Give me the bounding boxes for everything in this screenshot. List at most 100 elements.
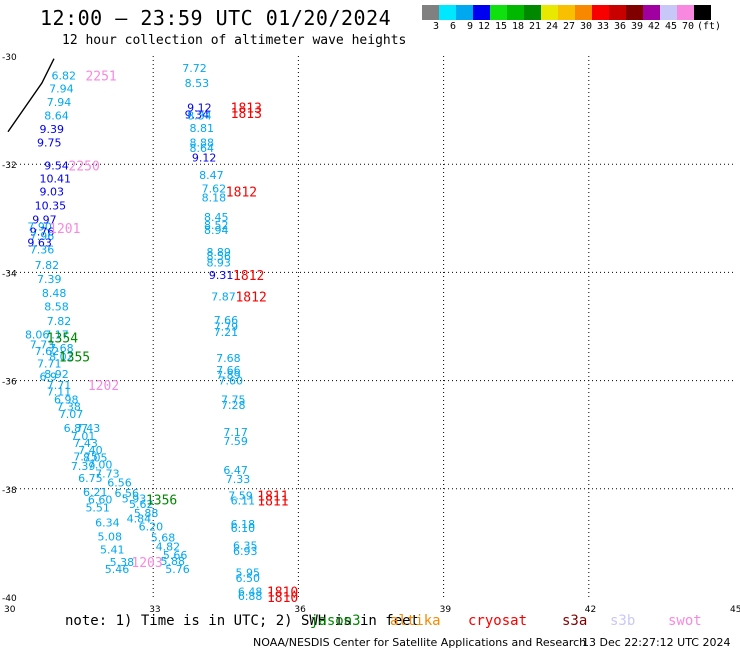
pass-label: 2250: [69, 159, 100, 174]
wave-height-value: 8.64: [44, 110, 69, 123]
pass-label: 2251: [85, 69, 116, 84]
wave-height-value: 8.34: [187, 110, 212, 123]
wave-height-value: 9.97: [32, 213, 57, 226]
wave-height-value: 9.63: [27, 237, 52, 250]
lat-tick-label: -38: [2, 486, 17, 496]
pass-label: 1201: [49, 222, 80, 237]
colorbar-swatch: [643, 5, 660, 20]
lon-tick-label: 30: [4, 605, 16, 615]
wave-height-value: 9.54: [44, 159, 69, 172]
colorbar-swatch: [507, 5, 524, 20]
map-title: 12:00 — 23:59 UTC 01/20/2024: [40, 6, 392, 30]
wave-height-value: 5.88: [134, 507, 159, 520]
colorbar-label: 39: [630, 21, 643, 32]
lat-tick-label: -32: [2, 161, 17, 171]
wave-height-value: 8.52: [204, 219, 229, 232]
wave-height-value: 6.21: [83, 486, 108, 499]
wave-height-value: 8.48: [42, 287, 67, 300]
wave-height-value: 7.62: [35, 345, 60, 358]
colorbar-swatch: [490, 5, 507, 20]
colorbar-label: 3: [432, 21, 439, 32]
colorbar-label: 24: [545, 21, 558, 32]
wave-height-value: 5.88: [160, 555, 185, 568]
wave-height-value: 9.76: [30, 225, 54, 238]
wave-height-value: 7.43: [73, 437, 98, 450]
wave-height-value: 6.47: [223, 464, 248, 477]
wave-height-value: 7.82: [47, 315, 72, 328]
wave-height-value: 6.50: [235, 572, 259, 585]
wave-height-value: 5.51: [85, 502, 110, 515]
pass-label: 1356: [146, 494, 177, 509]
satellite-legend-s3b: s3b: [610, 613, 636, 629]
wave-height-value: 8.93: [206, 257, 231, 270]
wave-height-value: 7.94: [49, 82, 74, 95]
satellite-legend-cryosat: cryosat: [468, 613, 528, 629]
wave-height-value: 6.98: [54, 394, 78, 407]
wave-height-value: 6.20: [139, 521, 164, 534]
colorbar-label: 6: [449, 21, 456, 32]
wave-height-value: 8.56: [206, 250, 231, 263]
colorbar-swatch: [524, 5, 541, 20]
wave-height-value: 8.18: [202, 192, 227, 205]
wave-height-value: 7.39: [37, 273, 62, 286]
wave-height-value: 8.92: [44, 368, 69, 381]
wave-height-value: 7.21: [214, 326, 239, 339]
wave-height-value: 7.82: [35, 259, 60, 272]
wave-height-value: 6.9: [39, 370, 57, 383]
wave-height-colorbar: [422, 5, 711, 20]
wave-height-value: 7.00: [88, 458, 113, 471]
colorbar-swatch: [694, 5, 711, 20]
wave-height-value: 10.41: [39, 172, 71, 185]
colorbar-swatch: [473, 5, 490, 20]
wave-height-value: 6.60: [88, 494, 113, 507]
wave-height-value: 9.75: [37, 137, 62, 150]
colorbar-label: 30: [579, 21, 592, 32]
wave-height-value: 7.17: [223, 426, 248, 439]
wave-height-value: 8.02: [49, 350, 74, 363]
colorbar-label: 12: [477, 21, 490, 32]
wave-height-value: 5.62: [129, 498, 154, 511]
pass-label: 1810: [267, 586, 298, 601]
wave-height-value: 5.93: [122, 493, 146, 506]
wave-height-value: 5.46: [105, 563, 130, 576]
lon-tick-label: 45: [730, 605, 740, 615]
colorbar-swatch: [558, 5, 575, 20]
wave-height-value: 7.59: [228, 489, 253, 502]
colorbar-unit: (ft): [697, 21, 722, 32]
colorbar-swatch: [660, 5, 677, 20]
lon-tick-label: 39: [440, 605, 452, 615]
wave-height-value: 7.59: [223, 435, 248, 448]
wave-height-value: 6.88: [238, 590, 263, 603]
wave-height-value: 7.72: [182, 62, 207, 75]
wave-height-value: 7.87: [211, 291, 236, 304]
pass-label: 1813: [231, 107, 262, 122]
colorbar-label: 70: [681, 21, 694, 32]
wave-height-value: 9.03: [39, 185, 64, 198]
lat-tick-label: -36: [2, 378, 17, 388]
wave-height-value: 6.87: [64, 422, 89, 435]
wave-height-value: 8.81: [190, 122, 215, 135]
wave-height-value: 6.34: [95, 516, 120, 529]
pass-label: 1812: [226, 185, 257, 200]
lat-tick-label: -34: [2, 269, 17, 279]
colorbar-label: 18: [511, 21, 524, 32]
footer-timestamp: 13 Dec 22:27:12 UTC 2024: [582, 636, 731, 649]
colorbar-swatch: [456, 5, 473, 20]
colorbar-swatch: [439, 5, 456, 20]
satellite-legend-swot: swot: [668, 613, 702, 629]
pass-label: 1812: [233, 269, 264, 284]
wave-height-value: 7.79: [214, 321, 239, 334]
wave-height-value: 9.31: [209, 269, 234, 282]
wave-height-value: 5.41: [100, 543, 125, 556]
wave-height-value: 8.45: [204, 211, 229, 224]
wave-height-value: 7.11: [47, 385, 72, 398]
wave-height-value: 7.60: [219, 375, 244, 388]
wave-height-value: 7.62: [202, 183, 227, 196]
wave-height-value: 7.90: [27, 220, 52, 233]
colorbar-swatch: [592, 5, 609, 20]
footer-credit: NOAA/NESDIS Center for Satellite Applica…: [253, 636, 587, 649]
wave-height-value: 7.68: [49, 342, 74, 355]
wave-height-value: 5.95: [235, 567, 259, 580]
wave-height-value: 7.39: [71, 460, 96, 473]
colorbar-swatch: [626, 5, 643, 20]
